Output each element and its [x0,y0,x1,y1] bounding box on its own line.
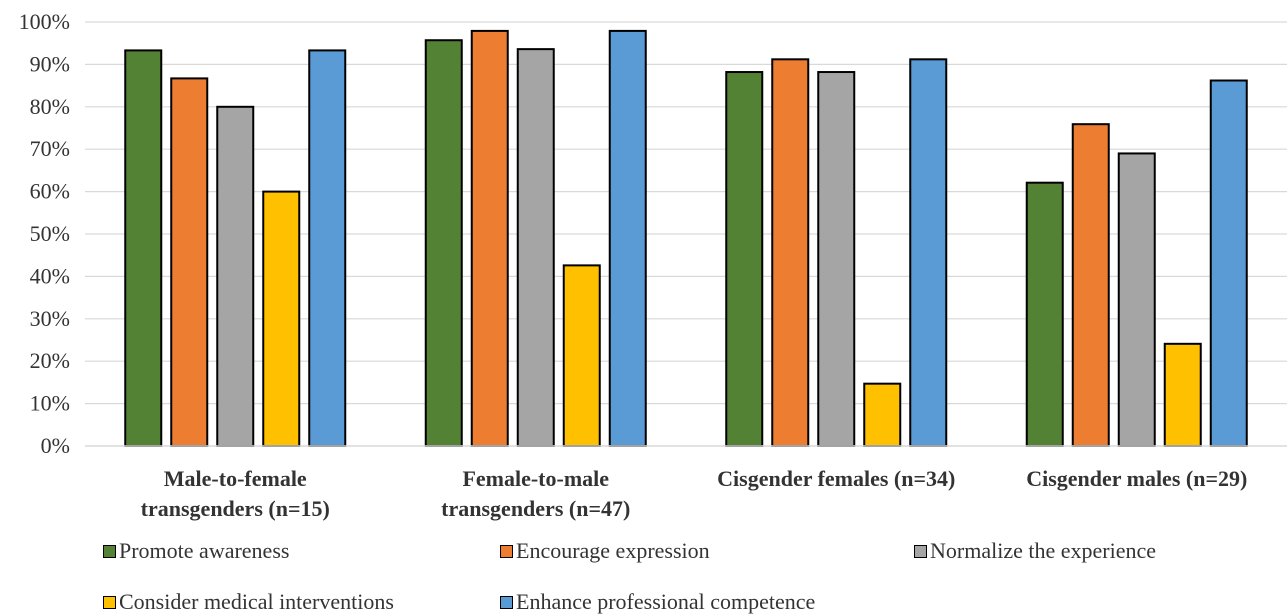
legend-item: Normalize the experience [914,538,1156,564]
y-tick-label: 10% [30,391,70,416]
legend-swatch [914,544,927,558]
legend-swatch [103,544,116,558]
bar [170,77,209,447]
legend-swatch [500,544,513,558]
bar [771,58,810,447]
y-tick-label: 50% [30,221,70,246]
y-tick-label: 90% [30,51,70,76]
y-axis-ticks: 0% 10% 20% 30% 40% 50% 60% 70% 80% 90% 100% [19,9,70,458]
bar [1025,181,1064,447]
bar [1163,342,1202,448]
legend-swatch [103,595,116,609]
bar [470,29,509,448]
legend-label: Encourage expression [516,538,710,563]
bar [725,71,764,447]
x-category-label: transgenders (n=47) [441,496,630,521]
bar [1117,152,1156,447]
x-category-label: Cisgender females (n=34) [717,466,955,491]
bar [516,48,555,448]
x-category-label: Female-to-male [462,466,609,491]
bar [817,71,856,447]
bar [262,190,301,447]
legend-label: Enhance professional competence [516,589,816,614]
legend-label: Promote awareness [119,538,290,563]
x-axis-labels: Male-to-female transgenders (n=15) Female-… [141,466,1248,521]
bar [1209,79,1248,448]
bar [1071,123,1110,448]
legend-item: Enhance professional competence [500,589,815,615]
x-category-label: Male-to-female [164,466,307,491]
y-tick-label: 80% [30,94,70,119]
y-tick-label: 0% [41,433,70,458]
y-tick-label: 100% [19,9,70,34]
legend-item: Promote awareness [103,538,289,564]
bar [424,39,463,448]
x-category-label: transgenders (n=15) [141,496,330,521]
bar [909,58,948,447]
y-tick-label: 40% [30,263,70,288]
y-tick-label: 20% [30,348,70,373]
bar [562,264,601,447]
bar [216,105,255,448]
bar [863,382,902,447]
bar [608,29,647,448]
x-category-label: Cisgender males (n=29) [1026,466,1247,491]
legend-label: Normalize the experience [930,538,1156,563]
legend-item: Encourage expression [500,538,710,564]
bar [124,49,163,448]
y-tick-label: 70% [30,136,70,161]
y-tick-label: 30% [30,306,70,331]
legend-label: Consider medical interventions [119,589,394,614]
y-tick-label: 60% [30,179,70,204]
bars [124,29,1248,448]
bar [308,49,347,448]
legend-item: Consider medical interventions [103,589,394,615]
legend-swatch [500,595,513,609]
